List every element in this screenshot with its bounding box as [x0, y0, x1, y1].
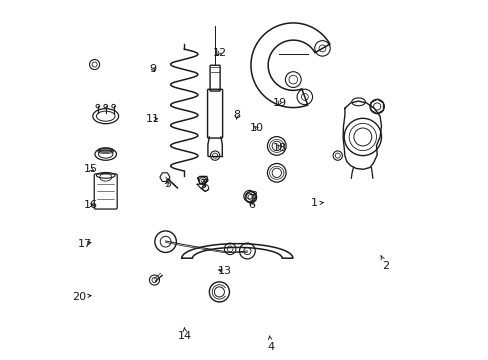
Text: 17: 17: [78, 239, 92, 249]
Text: 2: 2: [380, 256, 389, 271]
Text: 6: 6: [248, 200, 255, 210]
Text: 15: 15: [84, 164, 98, 174]
Text: 14: 14: [178, 328, 192, 341]
Text: 18: 18: [272, 143, 286, 153]
Text: 20: 20: [72, 292, 91, 302]
Text: 4: 4: [267, 336, 274, 352]
Text: 16: 16: [84, 200, 98, 210]
Text: 1: 1: [310, 198, 323, 208]
Text: 13: 13: [217, 266, 231, 276]
Text: 12: 12: [212, 48, 226, 58]
Text: 19: 19: [272, 98, 286, 108]
Text: 11: 11: [146, 114, 160, 124]
Text: 9: 9: [149, 64, 156, 74]
Text: 10: 10: [249, 123, 263, 133]
Text: 5: 5: [163, 179, 170, 189]
Text: 7: 7: [199, 179, 206, 189]
Text: 3: 3: [249, 191, 256, 201]
Text: 8: 8: [233, 111, 240, 121]
